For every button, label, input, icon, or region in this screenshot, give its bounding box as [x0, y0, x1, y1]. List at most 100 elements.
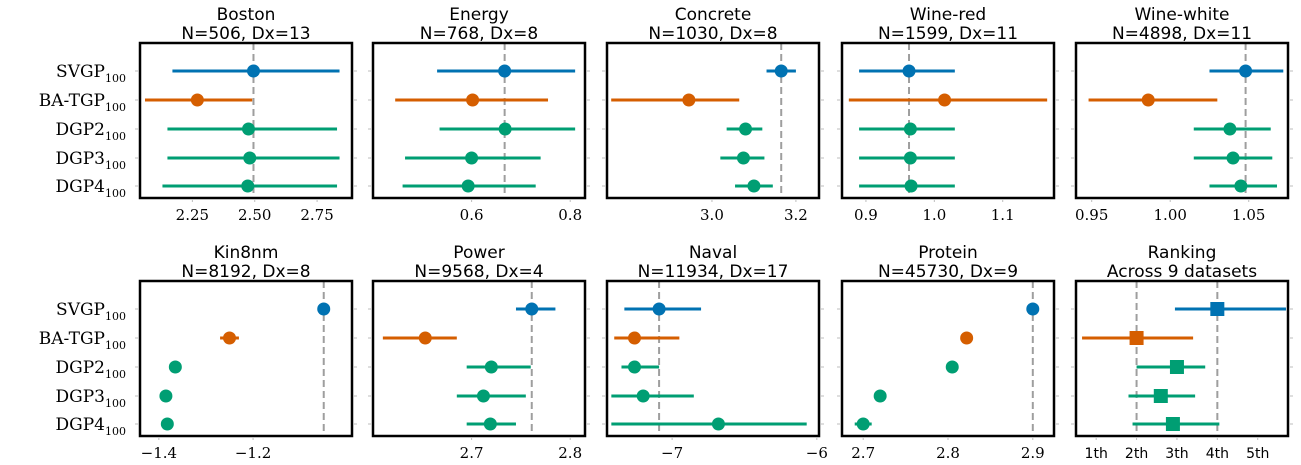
panel-frame: [1074, 279, 1290, 438]
marker-dgp3: [636, 389, 650, 403]
marker-dgp3: [243, 151, 257, 165]
panel-title: Wine-white: [1134, 5, 1229, 25]
y-label-dgp2: DGP2100: [56, 120, 126, 143]
marker-ba-tgp: [682, 93, 696, 107]
x-tick-label: 1.00: [1154, 206, 1187, 224]
marker-svgp: [902, 64, 916, 78]
marker-dgp2: [1169, 360, 1184, 374]
panel-frame: [371, 41, 587, 200]
marker-ba-tgp: [627, 331, 641, 345]
panel-subtitle: N=506, Dx=13: [181, 24, 310, 44]
y-label-dgp4: DGP4100: [56, 415, 126, 438]
panel-subtitle: N=4898, Dx=11: [1112, 24, 1252, 44]
panel-frame: [840, 41, 1056, 200]
marker-svgp: [1239, 64, 1253, 78]
y-label-text: DGP2100: [56, 120, 126, 143]
y-label-text: BA-TGP100: [39, 329, 126, 352]
x-tick-label: −7: [661, 444, 683, 462]
y-label-svgp: SVGP100: [56, 300, 126, 323]
x-tick-label: 2.75: [300, 206, 333, 224]
x-tick-label: 2.8: [558, 444, 582, 462]
panel-frame: [371, 279, 587, 438]
marker-dgp2: [241, 122, 255, 136]
x-tick-label: 0.9: [854, 206, 878, 224]
x-tick-label: 0.6: [460, 206, 484, 224]
y-label-text: DGP2100: [56, 358, 126, 381]
marker-svgp: [1026, 302, 1040, 316]
y-label-text: SVGP100: [56, 300, 126, 323]
panel-frame: [1074, 41, 1290, 200]
panel-title: Boston: [217, 5, 276, 25]
marker-dgp4: [483, 417, 497, 431]
marker-dgp3: [873, 389, 887, 403]
marker-dgp2: [627, 360, 641, 374]
marker-svgp: [652, 302, 666, 316]
panel-subtitle: N=45730, Dx=9: [878, 262, 1018, 282]
marker-dgp3: [903, 151, 917, 165]
panel-frame: [138, 41, 354, 200]
marker-dgp3: [1153, 389, 1168, 403]
y-label-text: DGP4100: [56, 177, 126, 200]
marker-dgp4: [461, 179, 475, 193]
panel-subtitle: N=1030, Dx=8: [648, 24, 777, 44]
x-tick-label: 1.0: [922, 206, 946, 224]
marker-svgp: [317, 302, 331, 316]
marker-dgp3: [465, 151, 479, 165]
marker-dgp4: [1165, 417, 1180, 431]
marker-dgp2: [1223, 122, 1237, 136]
y-label-text: BA-TGP100: [39, 91, 126, 114]
panel-frame: [138, 279, 354, 438]
marker-dgp3: [476, 389, 490, 403]
marker-ba-tgp: [1141, 93, 1155, 107]
y-label-ba-tgp: BA-TGP100: [39, 329, 126, 352]
y-label-dgp3: DGP3100: [56, 149, 126, 172]
panel-title: Power: [453, 243, 504, 263]
panel-subtitle: Across 9 datasets: [1107, 262, 1257, 282]
x-tick-label: 1th: [1085, 446, 1108, 462]
panel-frame: [605, 279, 821, 438]
marker-dgp4: [747, 179, 761, 193]
y-label-dgp4: DGP4100: [56, 177, 126, 200]
x-tick-label: 4th: [1206, 446, 1229, 462]
y-label-dgp3: DGP3100: [56, 387, 126, 410]
y-label-text: DGP3100: [56, 149, 126, 172]
x-tick-label: 0.8: [558, 206, 582, 224]
marker-dgp2: [168, 360, 182, 374]
panel-title: Protein: [918, 243, 978, 263]
marker-ba-tgp: [466, 93, 480, 107]
x-tick-label: 2.7: [851, 444, 875, 462]
panel-title: Kin8nm: [214, 243, 279, 263]
x-tick-label: 2.25: [176, 206, 209, 224]
marker-ba-tgp: [223, 331, 237, 345]
marker-svgp: [525, 302, 539, 316]
y-label-text: SVGP100: [56, 62, 126, 85]
marker-svgp: [1210, 302, 1225, 316]
x-tick-label: 2.9: [1021, 444, 1045, 462]
marker-dgp4: [904, 179, 918, 193]
marker-dgp4: [241, 179, 255, 193]
marker-dgp2: [903, 122, 917, 136]
marker-svgp: [774, 64, 788, 78]
marker-dgp4: [856, 417, 870, 431]
x-tick-label: 3.0: [700, 206, 724, 224]
marker-ba-tgp: [960, 331, 974, 345]
x-tick-label: 2.50: [238, 206, 271, 224]
panel-subtitle: N=8192, Dx=8: [181, 262, 310, 282]
x-tick-label: 2.7: [460, 444, 484, 462]
y-label-svgp: SVGP100: [56, 62, 126, 85]
marker-dgp3: [159, 389, 173, 403]
marker-svgp: [246, 64, 260, 78]
marker-dgp4: [711, 417, 725, 431]
x-tick-label: −1.2: [235, 444, 271, 462]
marker-dgp2: [498, 122, 512, 136]
x-tick-label: 1.05: [1232, 206, 1265, 224]
panel-title: Concrete: [675, 5, 752, 25]
panel-frame: [605, 41, 821, 200]
panel-title: Naval: [689, 243, 737, 263]
